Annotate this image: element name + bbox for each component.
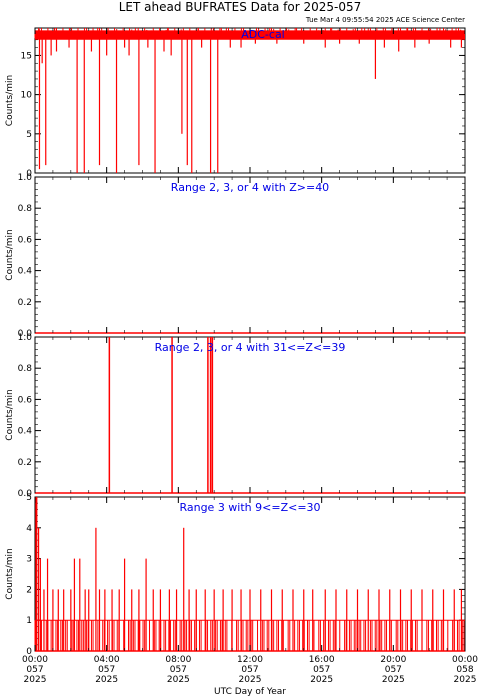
y-tick-label: 0	[26, 647, 32, 657]
y-tick-label: 0	[26, 169, 32, 179]
x-tick-label-time: 12:00	[237, 655, 263, 665]
y-tick-label: 0.2	[18, 298, 32, 308]
panel-4: 0 1 2 3 4 5 Counts/min Range 3 with 9<=Z<=30	[5, 493, 466, 657]
y-axis-label: Counts/min	[5, 75, 15, 126]
y-axis-label: Counts/min	[5, 548, 15, 599]
x-tick-label-day: 057	[170, 665, 187, 675]
plot-frame	[34, 336, 466, 494]
x-tick-label-day: 058	[456, 665, 473, 675]
panel-3: 0.0 0.2 0.4 0.6 0.8 1.0 Counts/min Range 2, 3, …	[5, 333, 466, 499]
panel-label: Range 3 with 9<=Z<=30	[179, 501, 320, 514]
x-tick-label-year: 2025	[95, 675, 118, 685]
x-tick-label-year: 2025	[310, 675, 333, 685]
x-tick-label-year: 2025	[167, 675, 190, 685]
y-tick-label: 1	[26, 616, 32, 626]
x-tick-label-day: 057	[385, 665, 402, 675]
y-tick-label: 0.8	[18, 364, 33, 374]
x-tick-label-time: 20:00	[380, 655, 406, 665]
x-tick-label-time: 08:00	[165, 655, 191, 665]
y-tick-label: 15	[21, 51, 32, 61]
y-tick-label: 0.6	[18, 395, 33, 405]
y-tick-label: 3	[26, 555, 32, 565]
x-tick-label-time: 16:00	[309, 655, 335, 665]
y-tick-label: 0.8	[18, 204, 33, 214]
panel-label: Range 2, 3, or 4 with 31<=Z<=39	[155, 341, 346, 354]
x-axis: 00:00057202504:00057202508:00057202512:0…	[22, 655, 478, 685]
x-tick-label-day: 057	[313, 665, 330, 675]
x-tick-label-day: 057	[98, 665, 115, 675]
x-axis-label: UTC Day of Year	[214, 687, 286, 697]
y-tick-label: 0.0	[18, 329, 33, 339]
y-tick-label: 0.4	[18, 427, 33, 437]
x-tick-label-year: 2025	[24, 675, 47, 685]
panel-label: Range 2, 3, or 4 with Z>=40	[171, 181, 329, 194]
y-tick-label: 4	[26, 524, 32, 534]
chart-title: LET ahead BUFRATES Data for 2025-057	[119, 0, 361, 14]
x-tick-label-day: 057	[26, 665, 43, 675]
y-tick-label: 0.2	[18, 458, 32, 468]
y-tick-label: 5	[26, 493, 32, 503]
y-tick-label: 0.4	[18, 267, 33, 277]
y-axis-label: Counts/min	[5, 229, 15, 280]
x-tick-label-day: 057	[241, 665, 258, 675]
y-tick-label: 0.6	[18, 235, 33, 245]
y-axis-label: Counts/min	[5, 389, 15, 440]
x-tick-label-year: 2025	[454, 675, 477, 685]
x-tick-label-time: 04:00	[94, 655, 120, 665]
panel-2: 0.0 0.2 0.4 0.6 0.8 1.0 Counts/min Range 2, 3, …	[5, 173, 466, 339]
x-tick-label-year: 2025	[382, 675, 405, 685]
x-tick-label-time: 00:00	[452, 655, 478, 665]
y-tick-label: 10	[21, 91, 33, 101]
y-tick-label: 5	[26, 130, 32, 140]
x-tick-label-time: 00:00	[22, 655, 48, 665]
panels: 051015Counts/minADC-cal0.00.20.40.60.81.…	[5, 27, 466, 657]
y-tick-label: 1.0	[18, 333, 33, 343]
x-tick-label-year: 2025	[239, 675, 262, 685]
panel-label: ADC-cal	[241, 28, 285, 41]
y-tick-label: 1.0	[18, 173, 33, 183]
y-tick-label: 2	[26, 585, 32, 595]
y-tick-label: 0.0	[18, 489, 33, 499]
plot-frame	[34, 176, 466, 334]
timestamp: Tue Mar 4 09:55:54 2025 ACE Science Cent…	[305, 16, 465, 24]
panel-1: 0 5 10 15 Counts/min ADC-cal	[5, 27, 466, 179]
